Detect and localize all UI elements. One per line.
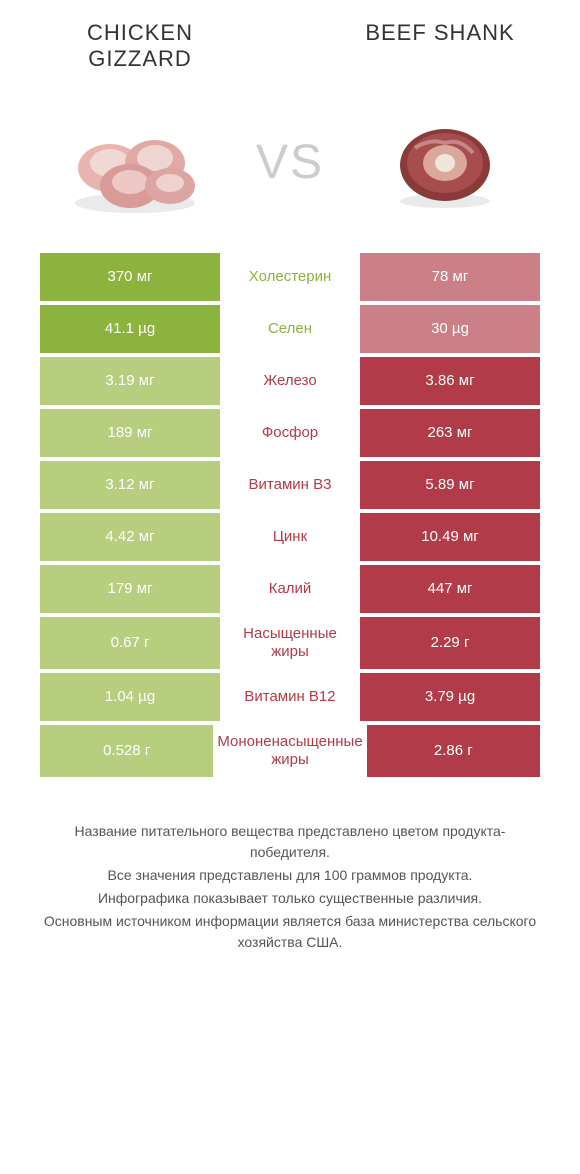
nutrient-label: Витамин B12 [220, 673, 360, 721]
table-row: 4.42 мгЦинк10.49 мг [40, 513, 540, 561]
right-value-cell: 263 мг [360, 409, 540, 457]
right-value-cell: 30 µg [360, 305, 540, 353]
nutrient-label: Фосфор [220, 409, 360, 457]
table-row: 1.04 µgВитамин B123.79 µg [40, 673, 540, 721]
left-value-cell: 0.528 г [40, 725, 213, 777]
nutrient-label: Селен [220, 305, 360, 353]
right-value-cell: 2.29 г [360, 617, 540, 669]
left-value-cell: 189 мг [40, 409, 220, 457]
left-value-cell: 179 мг [40, 565, 220, 613]
table-row: 41.1 µgСелен30 µg [40, 305, 540, 353]
left-value-cell: 4.42 мг [40, 513, 220, 561]
nutrient-label: Железо [220, 357, 360, 405]
footer-line-3: Инфографика показывает только существенн… [40, 888, 540, 909]
table-row: 3.12 мгВитамин B35.89 мг [40, 461, 540, 509]
nutrient-label: Холестерин [220, 253, 360, 301]
table-row: 0.528 гМононенасыщенные жиры2.86 г [40, 725, 540, 777]
table-row: 179 мгКалий447 мг [40, 565, 540, 613]
left-product-title: CHICKEN GIZZARD [50, 20, 230, 73]
left-product-image [60, 103, 210, 223]
nutrient-label: Калий [220, 565, 360, 613]
left-value-cell: 0.67 г [40, 617, 220, 669]
footer-line-2: Все значения представлены для 100 граммо… [40, 865, 540, 886]
header-titles: CHICKEN GIZZARD BEEF SHANK [20, 20, 560, 93]
table-row: 0.67 гНасыщенные жиры2.29 г [40, 617, 540, 669]
table-row: 370 мгХолестерин78 мг [40, 253, 540, 301]
left-value-cell: 3.12 мг [40, 461, 220, 509]
left-value-cell: 1.04 µg [40, 673, 220, 721]
right-value-cell: 5.89 мг [360, 461, 540, 509]
footer-notes: Название питательного вещества представл… [20, 781, 560, 975]
nutrient-label: Мононенасыщенные жиры [213, 725, 366, 777]
left-value-cell: 3.19 мг [40, 357, 220, 405]
right-value-cell: 78 мг [360, 253, 540, 301]
left-value-cell: 370 мг [40, 253, 220, 301]
right-product-title: BEEF SHANK [350, 20, 530, 46]
right-product-image [370, 103, 520, 223]
right-value-cell: 447 мг [360, 565, 540, 613]
footer-line-4: Основным источником информации является … [40, 911, 540, 953]
images-row: VS [20, 93, 560, 253]
left-value-cell: 41.1 µg [40, 305, 220, 353]
nutrient-label: Витамин B3 [220, 461, 360, 509]
right-value-cell: 2.86 г [367, 725, 540, 777]
nutrient-label: Цинк [220, 513, 360, 561]
right-value-cell: 10.49 мг [360, 513, 540, 561]
table-row: 3.19 мгЖелезо3.86 мг [40, 357, 540, 405]
infographic-container: CHICKEN GIZZARD BEEF SHANK VS [0, 0, 580, 995]
nutrient-label: Насыщенные жиры [220, 617, 360, 669]
vs-label: VS [256, 135, 324, 190]
table-row: 189 мгФосфор263 мг [40, 409, 540, 457]
footer-line-1: Название питательного вещества представл… [40, 821, 540, 863]
comparison-table: 370 мгХолестерин78 мг41.1 µgСелен30 µg3.… [20, 253, 560, 777]
right-value-cell: 3.79 µg [360, 673, 540, 721]
right-value-cell: 3.86 мг [360, 357, 540, 405]
